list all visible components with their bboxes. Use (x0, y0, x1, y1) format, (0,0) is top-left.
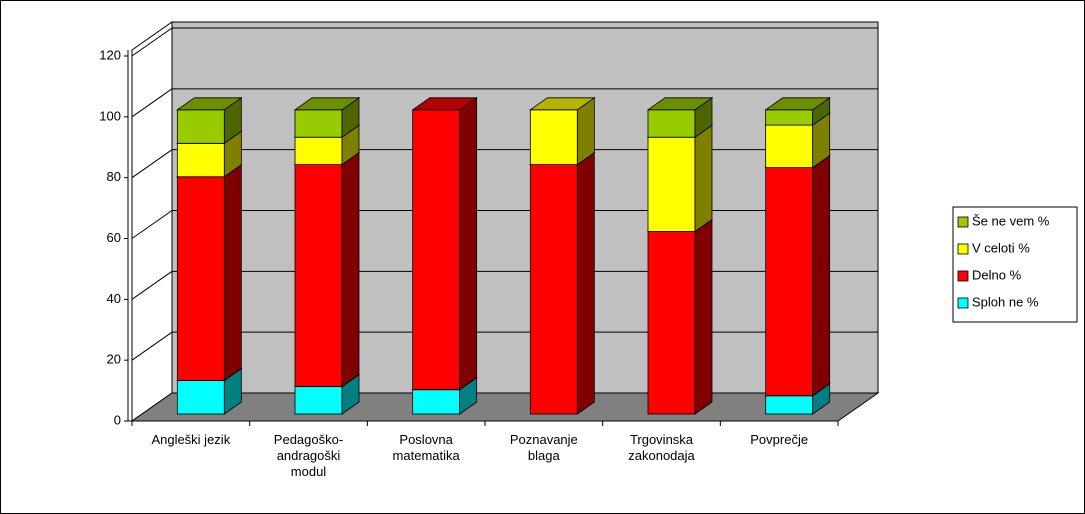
bar-segment (764, 154, 831, 397)
legend-label: Delno % (972, 267, 1022, 282)
bar-front (647, 231, 696, 415)
legend-swatch (957, 243, 969, 255)
bar-front (176, 142, 225, 178)
bar-side (576, 151, 595, 415)
bar-front (294, 136, 343, 165)
bar-front (294, 386, 343, 415)
bar-side (223, 163, 242, 382)
x-tick-label: Povprečje (750, 432, 809, 447)
x-tick-label: Pedagoško-andragoški modul (273, 432, 344, 479)
bar-front (294, 164, 343, 388)
bar-front (294, 109, 343, 138)
grid-line (131, 27, 173, 57)
x-tick-label: Trgovinska zakonodaja (628, 432, 695, 463)
legend-swatch (957, 270, 969, 282)
bar-front (647, 109, 696, 138)
y-tick-label: 40 (107, 291, 121, 306)
bar-side (694, 218, 713, 415)
bar-front (765, 109, 814, 126)
bar-segment (764, 97, 831, 126)
bar-top (176, 97, 243, 111)
side-wall (131, 21, 173, 422)
y-tick-label: 0 (114, 412, 121, 427)
bar-front (412, 389, 461, 415)
bar-front (647, 136, 696, 232)
bar-segment (176, 163, 243, 382)
bar-segment (646, 124, 714, 233)
x-tick-label: Angleški jezik (151, 432, 231, 447)
bar-front (412, 109, 461, 391)
bar-segment (646, 97, 714, 138)
bar-segment (293, 97, 361, 138)
bar-top (646, 97, 714, 111)
bar-segment (529, 97, 596, 166)
bar-segment (411, 97, 478, 391)
legend-label: V celoti % (972, 240, 1030, 255)
bar-top (764, 97, 831, 111)
bar-side (459, 97, 478, 391)
bar-side (341, 151, 360, 388)
bar-front (529, 164, 578, 415)
bar-front (176, 176, 225, 381)
x-tick-label: Poslovna matematika (392, 432, 460, 463)
bar-top (529, 97, 596, 111)
legend-swatch (957, 216, 969, 228)
grid-line (131, 270, 173, 300)
x-tick-label: Poznavanje blaga (509, 432, 578, 463)
grid-line (131, 331, 173, 361)
bar-side (812, 154, 831, 397)
grid-line (131, 88, 173, 118)
legend-label: Sploh ne % (972, 294, 1039, 309)
legend-label: Še ne vem % (972, 213, 1050, 228)
legend (952, 206, 1078, 323)
bar-segment (176, 97, 243, 145)
grid-line (131, 149, 173, 179)
bar-side (694, 124, 713, 233)
y-tick-label: 20 (107, 352, 121, 367)
bar-front (765, 124, 814, 169)
y-tick-label: 80 (107, 169, 121, 184)
bar-front (176, 109, 225, 144)
bar-front (529, 109, 578, 165)
y-tick-label: 60 (107, 230, 121, 245)
bar-front (765, 395, 814, 415)
bar-segment (529, 151, 596, 415)
bar-segment (293, 151, 361, 388)
bar-segment (646, 218, 714, 415)
y-tick-label: 120 (99, 47, 121, 62)
grid-line (131, 210, 173, 239)
legend-swatch (957, 297, 969, 309)
y-tick-label: 100 (99, 108, 121, 123)
bar-top (411, 97, 478, 111)
bar-front (765, 167, 814, 397)
bar-front (176, 380, 225, 415)
bar-top (293, 97, 361, 111)
